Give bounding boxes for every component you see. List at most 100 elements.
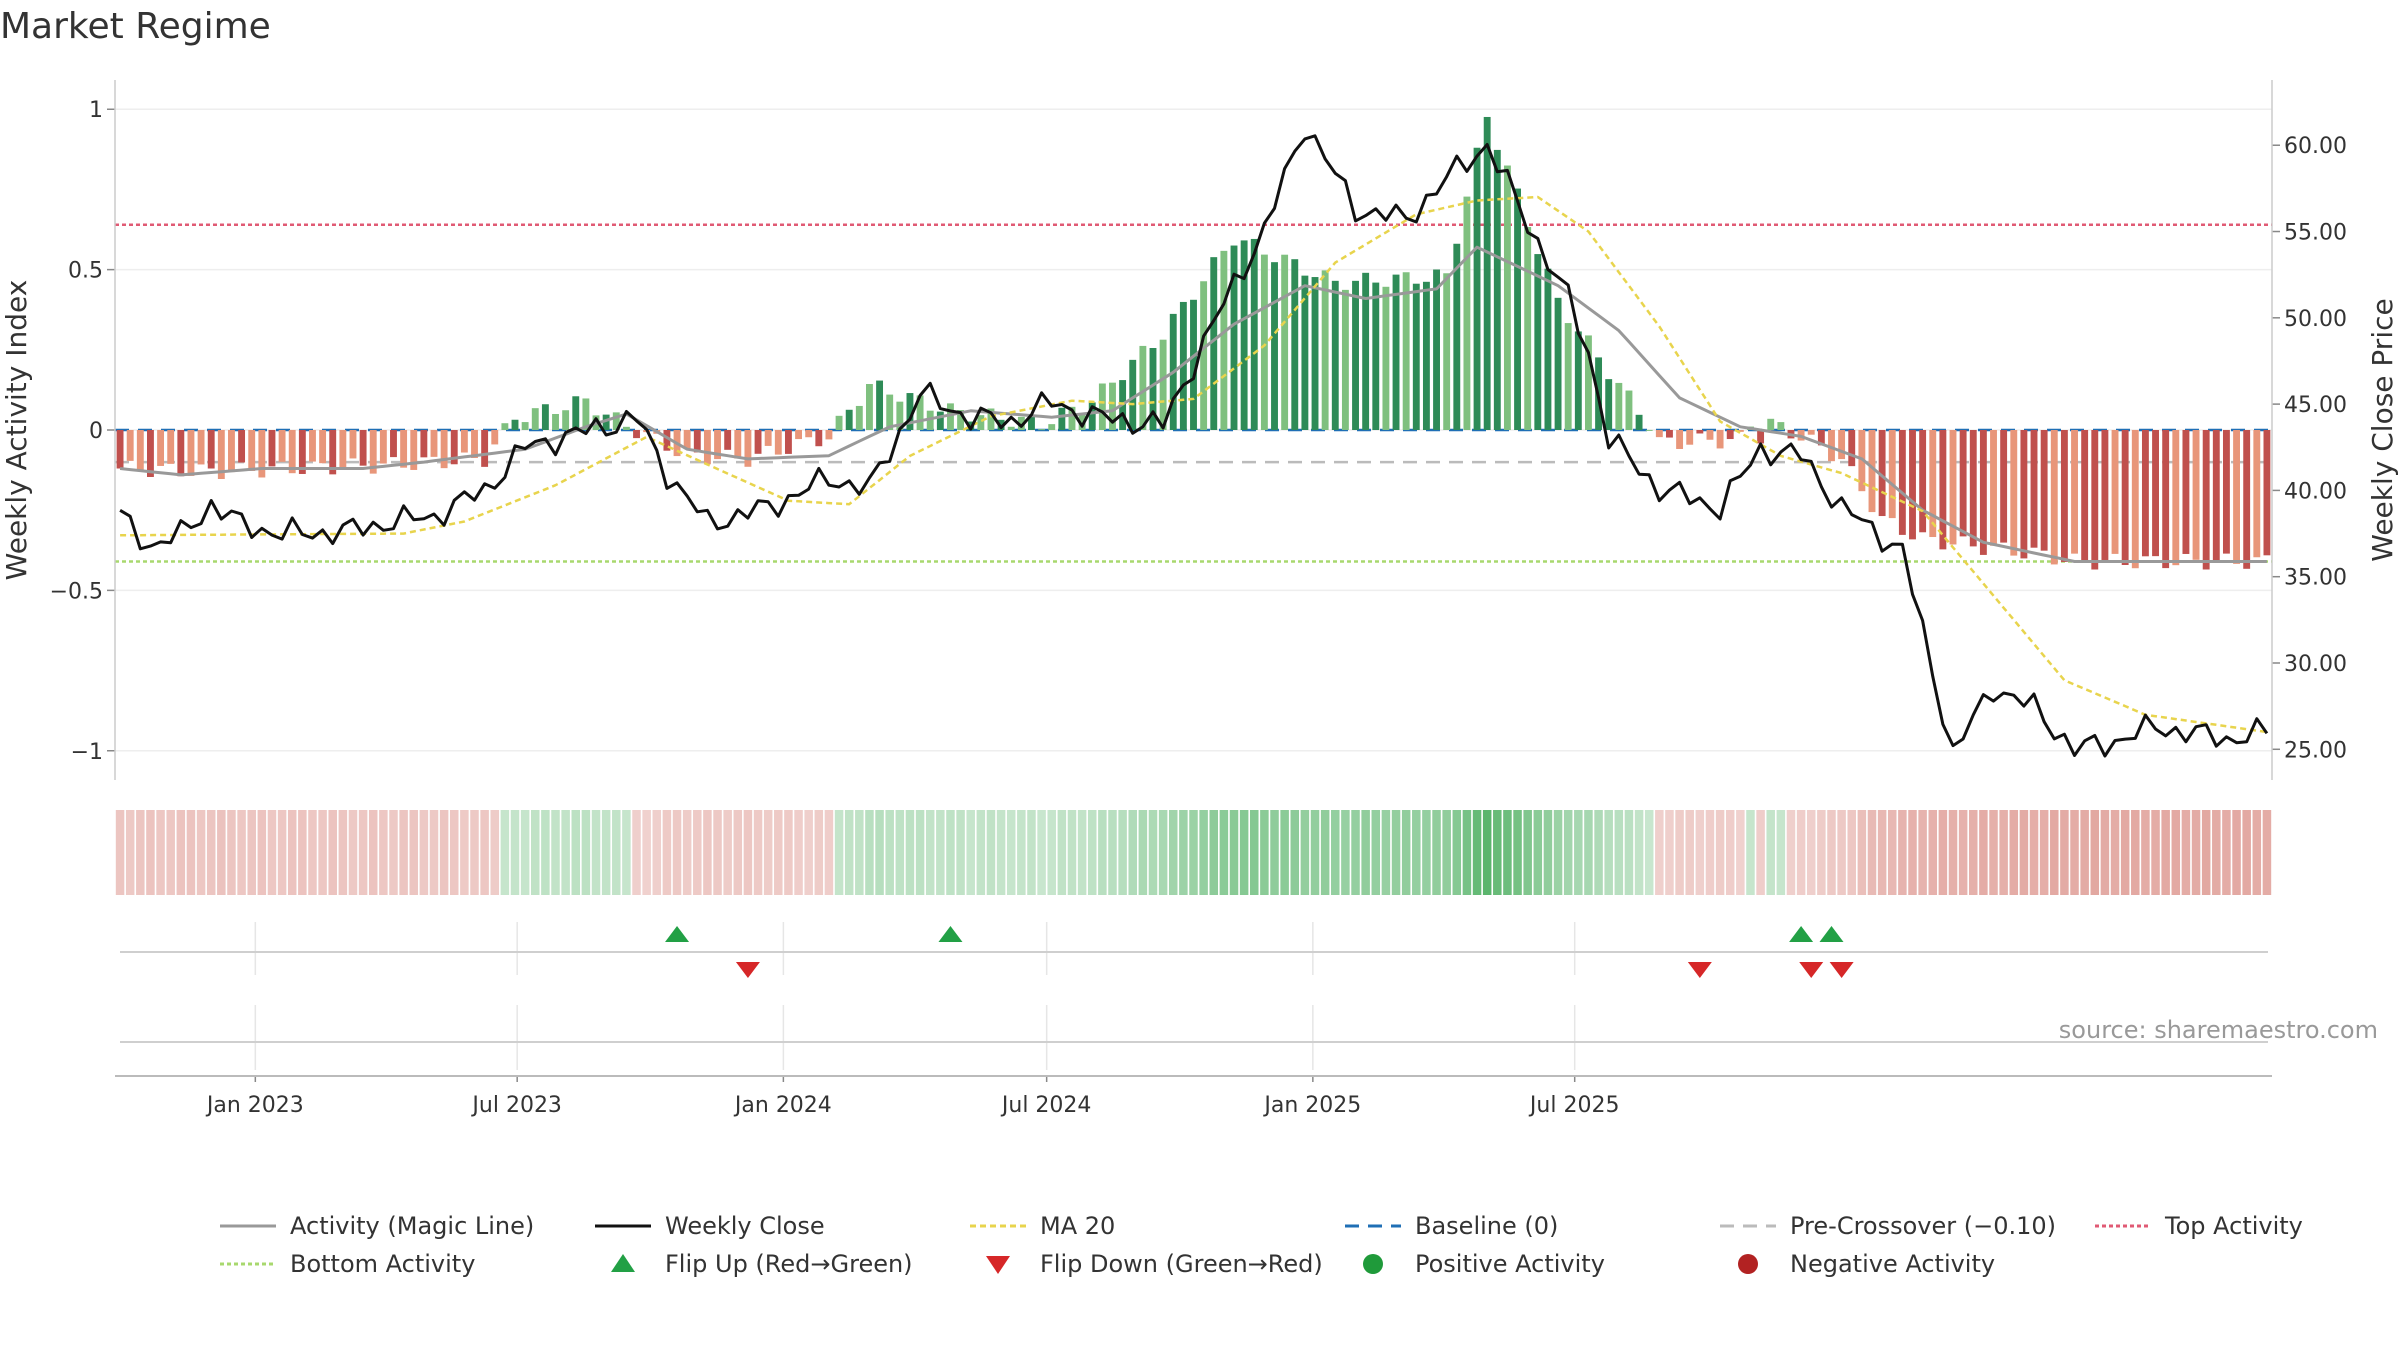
activity-bar: [1493, 149, 1501, 430]
activity-bar: [228, 430, 235, 473]
regime-cell: [520, 810, 530, 895]
regime-cell: [2100, 810, 2110, 895]
activity-bar: [2263, 430, 2271, 556]
regime-cell: [2201, 810, 2211, 895]
regime-cell: [1634, 810, 1644, 895]
activity-bar: [572, 396, 580, 430]
activity-bar: [1696, 430, 1704, 434]
activity-bar: [602, 414, 610, 430]
regime-cell: [1786, 810, 1796, 895]
regime-cell: [2050, 810, 2059, 895]
activity-bar: [1514, 188, 1521, 430]
regime-cell: [247, 810, 256, 895]
regime-cell: [399, 810, 408, 895]
regime-cell: [1877, 810, 1887, 895]
regime-cell: [1168, 810, 1178, 895]
legend-label: MA 20: [1040, 1212, 1115, 1240]
activity-bar: [1250, 238, 1258, 430]
activity-bar: [784, 430, 792, 454]
activity-bar: [1078, 413, 1086, 430]
regime-cell: [1462, 810, 1472, 895]
activity-bar: [217, 430, 225, 480]
regime-cell: [1604, 810, 1613, 895]
activity-bar: [1645, 429, 1653, 431]
activity-bar: [683, 430, 691, 450]
regime-cell: [1432, 810, 1441, 895]
activity-bar: [582, 398, 590, 430]
activity-bar: [693, 430, 701, 453]
regime-cell: [2212, 810, 2221, 895]
regime-cell: [814, 810, 824, 895]
activity-bar: [1838, 430, 1846, 460]
activity-bar: [1017, 416, 1025, 430]
regime-cell: [2070, 810, 2079, 895]
regime-cell: [1452, 810, 1462, 895]
activity-bar: [1544, 268, 1552, 430]
activity-bar: [1382, 286, 1390, 430]
regime-cell: [2222, 810, 2231, 895]
activity-bar: [835, 415, 843, 430]
legend-label: Positive Activity: [1415, 1250, 1605, 1278]
right-tick-label: 25.00: [2284, 738, 2347, 763]
x-tick-label: Jul 2023: [470, 1093, 562, 1118]
regime-cell: [1280, 810, 1289, 895]
regime-cell: [723, 810, 732, 895]
activity-bar: [2222, 430, 2230, 554]
regime-cell: [1725, 810, 1735, 895]
regime-cell: [1857, 810, 1867, 895]
regime-cell: [804, 810, 813, 895]
activity-bar: [1109, 382, 1116, 430]
regime-cell: [693, 810, 702, 895]
activity-bar: [896, 401, 904, 430]
regime-cell: [1644, 810, 1654, 895]
activity-bar: [1848, 430, 1856, 467]
activity-bar: [2050, 430, 2058, 565]
activity-bar: [2202, 430, 2210, 570]
activity-bar: [2101, 430, 2109, 560]
regime-cell: [206, 810, 216, 895]
activity-bar: [116, 430, 124, 469]
activity-bars-layer: [116, 116, 2271, 570]
regime-cell: [429, 810, 439, 895]
regime-cell: [936, 810, 945, 895]
activity-bar: [1291, 259, 1299, 430]
regime-cell: [1553, 810, 1563, 895]
activity-bar: [1220, 250, 1228, 430]
regime-cell: [591, 810, 601, 895]
activity-bar: [2071, 430, 2078, 554]
activity-bar: [1878, 430, 1886, 517]
regime-cell: [1989, 810, 1998, 895]
regime-cell: [855, 810, 864, 895]
regime-cell: [895, 810, 905, 895]
regime-cell: [774, 810, 783, 895]
legend-swatch-dot: [1363, 1254, 1383, 1274]
activity-bar: [1655, 430, 1663, 438]
activity-bar: [167, 430, 175, 464]
activity-bar: [268, 430, 276, 467]
activity-bar: [2162, 430, 2170, 569]
activity-bar: [1433, 269, 1440, 430]
regime-cell: [905, 810, 915, 895]
activity-bar: [1574, 331, 1582, 430]
regime-cell: [1665, 810, 1674, 895]
activity-bar: [541, 404, 549, 430]
activity-bar: [248, 430, 256, 471]
activity-bar: [238, 430, 246, 463]
flip-down-marker: [1829, 962, 1854, 978]
magic-line: [119, 245, 2267, 563]
regime-cell: [1574, 810, 1583, 895]
regime-cell: [186, 810, 196, 895]
right-tick-label: 40.00: [2284, 479, 2347, 504]
regime-cell: [1189, 810, 1198, 895]
regime-cell: [976, 810, 986, 895]
activity-bar: [278, 430, 286, 462]
regime-cell: [996, 810, 1006, 895]
legend-label: Negative Activity: [1790, 1250, 1995, 1278]
activity-bar: [1554, 297, 1562, 430]
activity-bar: [1676, 430, 1684, 449]
activity-bar: [2233, 430, 2240, 564]
regime-cell: [1928, 810, 1938, 895]
regime-cell: [1087, 810, 1097, 895]
x-tick-label: Jul 2025: [1528, 1093, 1620, 1118]
regime-cell: [1898, 810, 1907, 895]
